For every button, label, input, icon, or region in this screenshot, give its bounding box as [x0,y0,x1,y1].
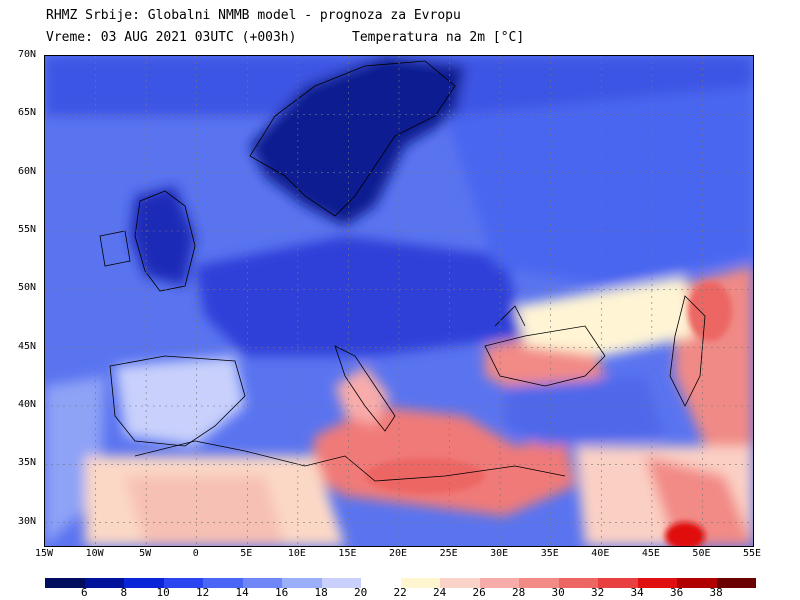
colorbar-segment [163,578,203,588]
map-title: RHMZ Srbije: Globalni NMMB model - progn… [46,8,461,23]
graticule [45,56,753,546]
colorbar-segment [479,578,519,588]
scandinavia-coast [249,60,456,217]
anatolia-region [505,376,665,446]
colorbar-label: 36 [670,586,684,599]
longitude-label: 20E [389,548,408,559]
colorbar-segment [440,578,480,588]
colorbar-segment [203,578,243,588]
steppe-region [515,276,695,356]
longitude-label: 5W [139,548,152,559]
longitude-label: 35E [540,548,559,559]
colorbar-segment [637,578,677,588]
colorbar-segment [716,578,756,588]
longitude-label: 15E [338,548,357,559]
iberia-coast [109,355,246,447]
latitude-label: 55N [18,224,37,235]
longitude-label: 15W [35,548,54,559]
colorbar-label: 28 [512,586,526,599]
colorbar-segment [400,578,440,588]
colorbar-label: 26 [472,586,486,599]
colorbar-segment [558,578,598,588]
latitude-label: 70N [18,49,37,60]
eastern-europe-region [445,86,753,286]
colorbar-label: 34 [630,586,644,599]
colorbar-label: 6 [81,586,88,599]
temperature-colorbar [45,578,756,588]
longitude-label: 10E [287,548,306,559]
scandinavia-region [250,56,465,226]
colorbar-label: 30 [551,586,565,599]
colorbar-label: 32 [591,586,605,599]
latitude-label: 50N [18,282,37,294]
hotspot-gulf [665,522,705,546]
latitude-label: 60N [18,165,37,177]
longitude-label: 30E [490,548,509,559]
longitude-label: 55E [743,548,762,559]
colorbar-segment [282,578,322,588]
variable-label: Temperatura na 2m [°C] [352,30,525,45]
forecast-time: Vreme: 03 AUG 2021 03UTC (+003h) [46,30,297,45]
colorbar-label: 8 [120,586,128,599]
africa-coast [134,440,566,482]
colorbar-segment [361,578,401,588]
longitude-label: 10W [85,548,104,559]
colorbar-label: 38 [709,586,723,599]
longitude-label: 45E [641,548,660,559]
ireland-coast [99,230,131,267]
latitude-label: 30N [18,515,37,527]
colorbar-segment [519,578,559,588]
hotspot-kazakhstan [688,281,732,341]
britain-coast [134,190,196,292]
colorbar-label: 22 [393,586,407,599]
colorbar-segment [242,578,282,588]
colorbar-segment [124,578,164,588]
longitude-label: 40E [591,548,610,559]
colorbar-segment [677,578,717,588]
colorbar-label: 16 [275,586,289,599]
black-sea-coast [484,325,606,387]
colorbar-label: 12 [196,586,210,599]
longitude-label: 0 [192,548,199,559]
colorbar-label: 18 [314,586,328,599]
colorbar-label: 20 [354,586,368,599]
latitude-label: 65N [18,107,37,119]
latitude-label: 40N [18,399,37,410]
hotspot-libya [365,458,485,494]
latitude-label: 45N [18,340,37,352]
colorbar-label: 14 [235,586,249,599]
colorbar-segment [598,578,638,588]
sahara-region [125,476,285,546]
crimea-coast [494,305,526,327]
latitude-label: 35N [18,457,37,469]
longitude-label: 50E [692,548,711,559]
longitude-label: 25E [439,548,458,559]
colorbar-label: 24 [433,586,447,599]
temperature-map [44,55,754,547]
caspian-coast [669,295,706,407]
colorbar-segment [321,578,361,588]
map-canvas [45,56,753,546]
arabia-region [645,456,753,546]
iberia-region [115,356,245,446]
longitude-label: 5E [240,548,253,559]
central-europe-region [195,236,525,356]
colorbar-segment [84,578,124,588]
colorbar-segment [45,578,85,588]
colorbar-label: 10 [156,586,170,599]
